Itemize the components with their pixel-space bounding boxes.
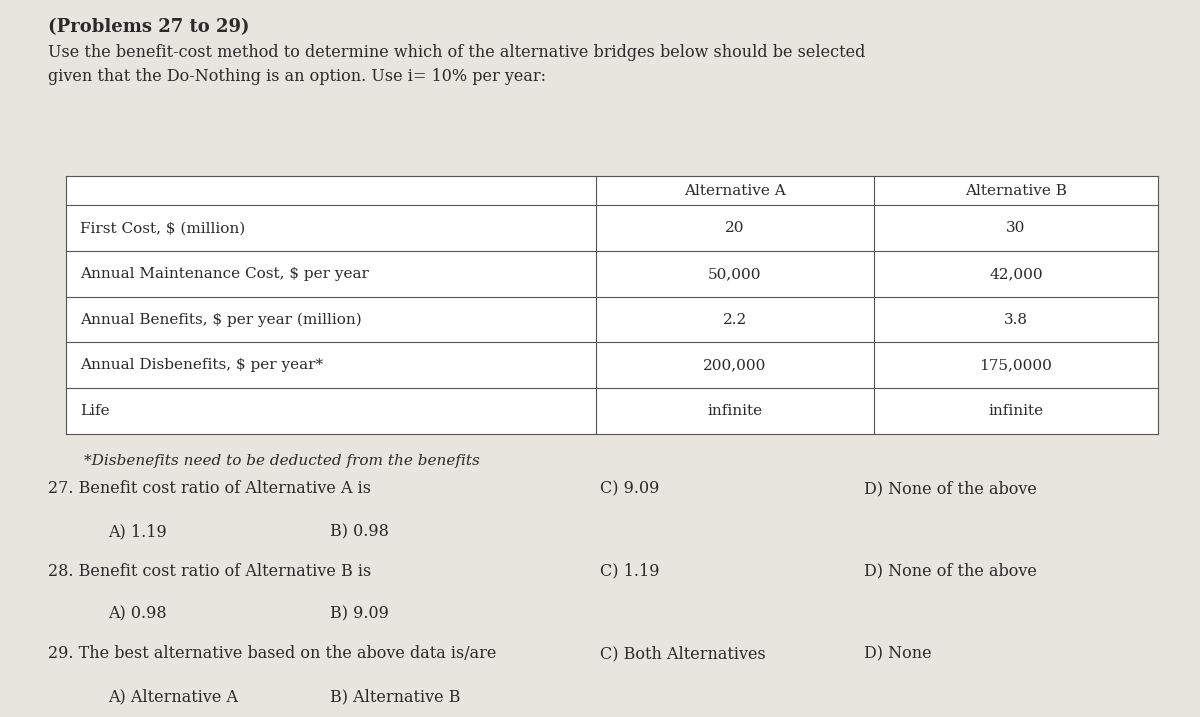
Text: Alternative B: Alternative B: [965, 184, 1067, 197]
Text: 20: 20: [725, 221, 744, 235]
Text: Alternative A: Alternative A: [684, 184, 786, 197]
Text: C) 9.09: C) 9.09: [600, 480, 659, 498]
Text: 28. Benefit cost ratio of Alternative B is: 28. Benefit cost ratio of Alternative B …: [48, 563, 371, 580]
Text: 27. Benefit cost ratio of Alternative A is: 27. Benefit cost ratio of Alternative A …: [48, 480, 371, 498]
Text: infinite: infinite: [989, 404, 1044, 418]
Text: Annual Maintenance Cost, $ per year: Annual Maintenance Cost, $ per year: [80, 267, 370, 281]
Text: 3.8: 3.8: [1004, 313, 1028, 326]
Text: *Disbenefits need to be deducted from the benefits: *Disbenefits need to be deducted from th…: [84, 454, 480, 468]
Text: 29. The best alternative based on the above data is/are: 29. The best alternative based on the ab…: [48, 645, 497, 663]
Text: A) 0.98: A) 0.98: [108, 606, 167, 623]
Text: 2.2: 2.2: [722, 313, 746, 326]
Text: given that the Do-Nothing is an option. Use i= 10% per year:: given that the Do-Nothing is an option. …: [48, 68, 546, 85]
Text: Life: Life: [80, 404, 110, 418]
Text: A) Alternative A: A) Alternative A: [108, 688, 238, 706]
Bar: [66, 176, 1158, 434]
Text: 175,0000: 175,0000: [979, 358, 1052, 372]
Text: C) 1.19: C) 1.19: [600, 563, 660, 580]
Text: C) Both Alternatives: C) Both Alternatives: [600, 645, 766, 663]
Text: 50,000: 50,000: [708, 267, 762, 281]
Text: D) None of the above: D) None of the above: [864, 480, 1037, 498]
Text: B) 9.09: B) 9.09: [330, 606, 389, 623]
Text: D) None of the above: D) None of the above: [864, 563, 1037, 580]
Text: (Problems 27 to 29): (Problems 27 to 29): [48, 18, 250, 36]
Text: infinite: infinite: [707, 404, 762, 418]
Text: Annual Disbenefits, $ per year*: Annual Disbenefits, $ per year*: [80, 358, 324, 372]
Text: B) Alternative B: B) Alternative B: [330, 688, 461, 706]
Text: 30: 30: [1007, 221, 1026, 235]
Text: 42,000: 42,000: [989, 267, 1043, 281]
Text: 200,000: 200,000: [703, 358, 767, 372]
Text: First Cost, $ (million): First Cost, $ (million): [80, 221, 246, 235]
Text: A) 1.19: A) 1.19: [108, 523, 167, 541]
Text: B) 0.98: B) 0.98: [330, 523, 389, 541]
Text: D) None: D) None: [864, 645, 931, 663]
Text: Use the benefit-cost method to determine which of the alternative bridges below : Use the benefit-cost method to determine…: [48, 44, 865, 62]
Text: Annual Benefits, $ per year (million): Annual Benefits, $ per year (million): [80, 313, 362, 327]
